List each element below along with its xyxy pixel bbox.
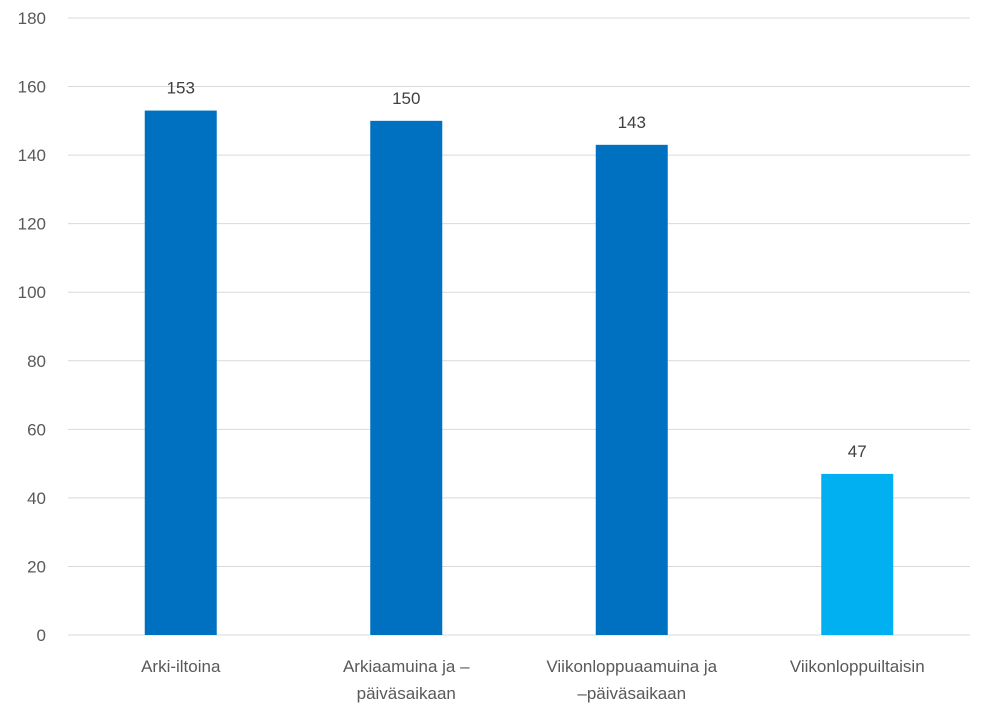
data-labels: 153 150 143 47: [167, 79, 867, 461]
x-tick-label-2: Arkiaamuina ja – päiväsaikaan: [343, 657, 470, 703]
bar-1: [144, 110, 217, 636]
gridlines: [68, 17, 970, 636]
data-label-3: 143: [618, 113, 646, 132]
y-tick-label: 140: [18, 146, 46, 165]
y-tick-label: 40: [27, 489, 46, 508]
y-tick-label: 160: [18, 78, 46, 97]
y-tick-label: 100: [18, 283, 46, 302]
x-tick-label-4: Viikonloppuiltaisin: [790, 657, 925, 676]
y-tick-label: 180: [18, 9, 46, 28]
y-tick-label: 0: [37, 626, 46, 645]
y-tick-label: 60: [27, 420, 46, 439]
bar-2: [370, 120, 443, 636]
x-axis-ticks: Arki-iltoina Arkiaamuina ja – päiväsaikaan…: [141, 657, 925, 703]
y-tick-label: 80: [27, 352, 46, 371]
data-label-4: 47: [848, 442, 867, 461]
data-label-2: 150: [392, 89, 420, 108]
y-axis-ticks: 0 20 40 60 80 100 120 140 160 180: [18, 9, 46, 645]
y-tick-label: 20: [27, 557, 46, 576]
bars: [144, 110, 894, 636]
y-tick-label: 120: [18, 215, 46, 234]
bar-4: [821, 473, 894, 635]
x-tick-label-1: Arki-iltoina: [141, 657, 221, 676]
bar-3: [595, 144, 668, 636]
x-tick-label-3: Viikonloppuaamuina ja –päiväsaikaan: [546, 657, 717, 703]
data-label-1: 153: [167, 79, 195, 98]
